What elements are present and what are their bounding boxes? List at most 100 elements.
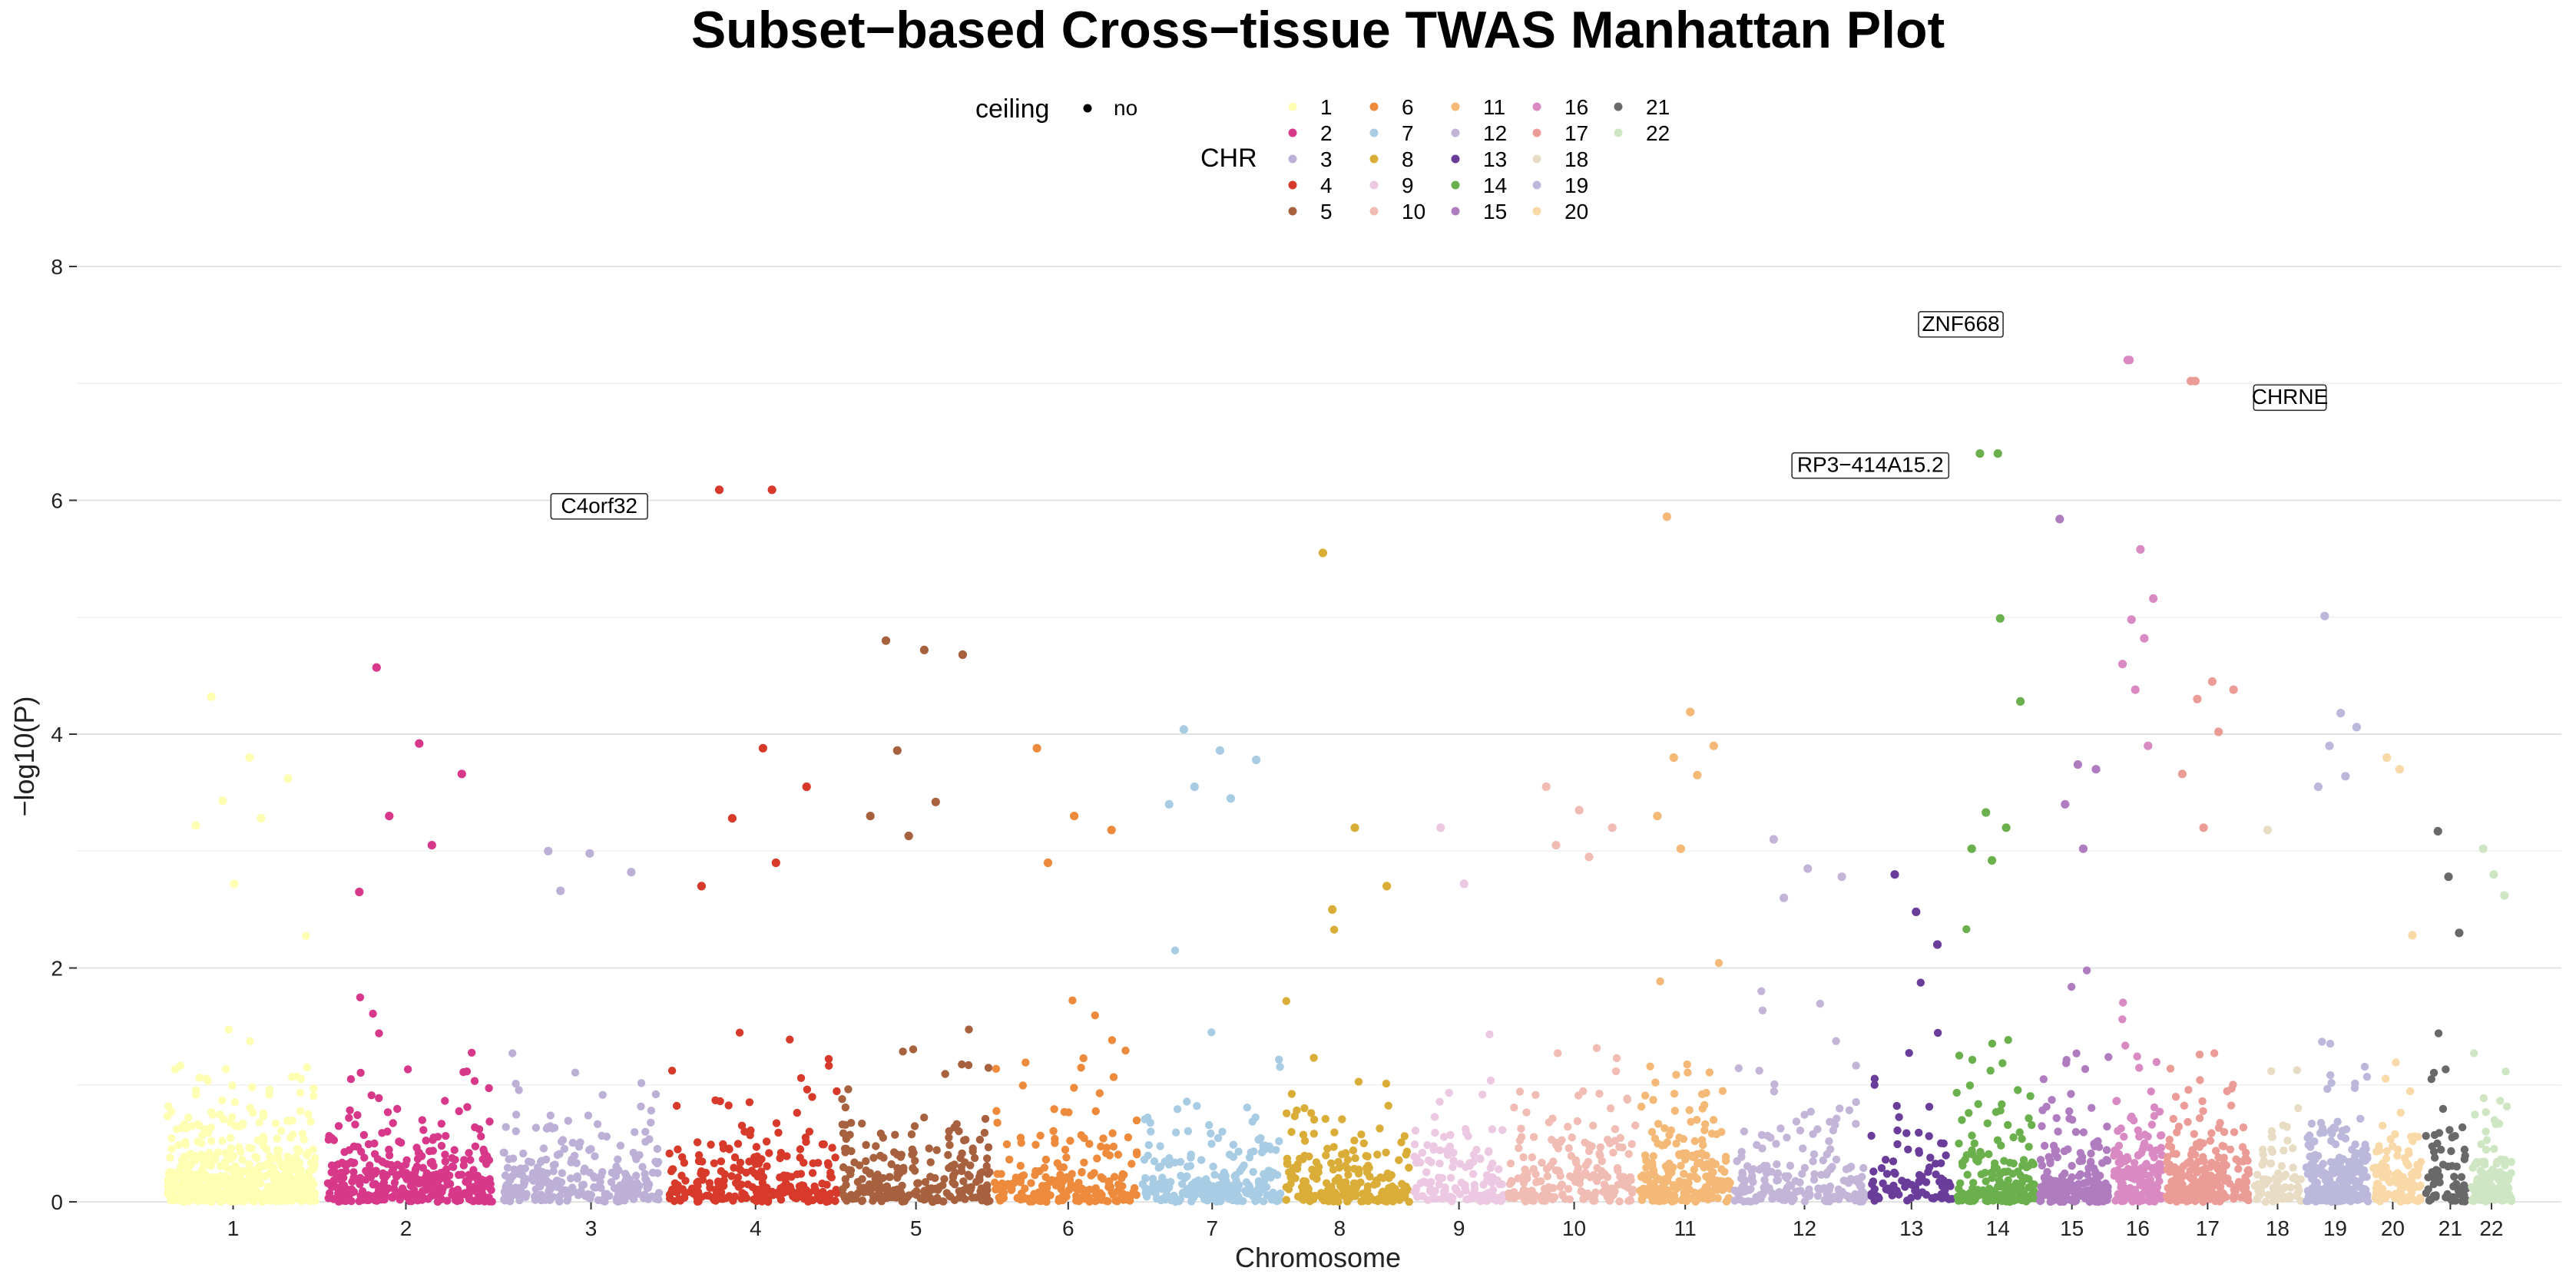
data-point xyxy=(2507,1195,2516,1204)
data-point xyxy=(2353,1149,2362,1158)
data-point xyxy=(2410,1196,2419,1204)
data-point xyxy=(814,1159,823,1167)
data-point-peak xyxy=(2395,765,2404,774)
data-point xyxy=(1176,1195,1184,1204)
data-point xyxy=(1384,1101,1392,1110)
data-point xyxy=(992,1185,1000,1194)
data-point xyxy=(295,1187,303,1196)
data-point xyxy=(718,1180,727,1188)
data-point xyxy=(194,1120,202,1129)
data-point xyxy=(1364,1161,1372,1170)
data-point xyxy=(255,1163,263,1173)
data-point xyxy=(1669,1181,1678,1190)
data-point xyxy=(545,1196,554,1205)
data-point xyxy=(236,1173,245,1183)
data-point xyxy=(932,1184,940,1193)
data-point xyxy=(942,1189,952,1197)
data-point xyxy=(2468,1163,2477,1172)
data-point xyxy=(2038,1106,2047,1115)
data-point xyxy=(188,1191,197,1200)
data-point xyxy=(2028,1158,2036,1167)
data-point xyxy=(786,1035,794,1044)
data-point xyxy=(1041,1155,1051,1164)
data-point xyxy=(1722,1197,1731,1206)
data-point xyxy=(462,1067,472,1076)
data-point xyxy=(2230,1128,2239,1137)
data-point xyxy=(1985,1150,1993,1159)
data-point xyxy=(1826,1182,1835,1191)
data-point-peak xyxy=(2455,928,2464,938)
data-point xyxy=(1532,1178,1541,1186)
data-point xyxy=(710,1196,719,1205)
data-point xyxy=(2008,1193,2016,1201)
data-point xyxy=(201,1190,210,1199)
data-point xyxy=(2238,1143,2247,1151)
data-point xyxy=(752,1185,760,1194)
data-point xyxy=(448,1162,456,1171)
data-point xyxy=(2068,1162,2076,1170)
data-point xyxy=(1589,1121,1598,1130)
data-point xyxy=(1144,1151,1152,1160)
data-point xyxy=(441,1157,449,1166)
data-point xyxy=(231,1162,240,1170)
data-point xyxy=(808,1093,816,1101)
data-point xyxy=(1614,1166,1622,1175)
data-point xyxy=(1952,1088,1961,1097)
data-point xyxy=(2403,1193,2412,1202)
data-point xyxy=(2048,1096,2056,1104)
data-point xyxy=(1077,1131,1086,1140)
data-point xyxy=(372,1167,380,1175)
data-point xyxy=(1825,1137,1833,1146)
data-point xyxy=(793,1170,802,1179)
data-point xyxy=(1111,1196,1120,1205)
data-point xyxy=(560,1144,569,1153)
data-point xyxy=(296,1074,306,1083)
chart-title: Subset−based Cross−tissue TWAS Manhattan… xyxy=(691,1,1945,59)
data-point xyxy=(1262,1183,1271,1191)
x-axis-label: Chromosome xyxy=(1235,1242,1401,1273)
annotated-peak-point xyxy=(2190,376,2200,386)
legend-chr-entry: 9 xyxy=(1402,174,1414,197)
data-point xyxy=(2303,1170,2312,1178)
data-point xyxy=(2166,1064,2175,1073)
data-point xyxy=(1376,1124,1384,1133)
data-point xyxy=(2119,998,2127,1007)
data-point xyxy=(1449,1157,1458,1165)
data-point xyxy=(1856,1196,1866,1205)
data-point xyxy=(593,1120,602,1129)
data-point xyxy=(2293,1175,2301,1184)
data-point xyxy=(2141,1178,2150,1187)
data-point xyxy=(856,1183,865,1193)
series-chr-22 xyxy=(2468,844,2516,1206)
data-point xyxy=(437,1141,446,1150)
data-point xyxy=(512,1127,520,1136)
data-point xyxy=(2025,1143,2033,1151)
data-point xyxy=(174,1141,183,1150)
data-point xyxy=(1462,1129,1471,1137)
data-point xyxy=(1699,1140,1707,1150)
data-point xyxy=(2201,1178,2210,1186)
x-tick-label-chr-10: 10 xyxy=(1562,1216,1586,1240)
legend-chr-key xyxy=(1288,128,1297,137)
data-point xyxy=(2184,1117,2192,1127)
data-point xyxy=(762,1137,771,1146)
data-point xyxy=(570,1151,579,1160)
data-point xyxy=(970,1153,979,1163)
data-point xyxy=(950,1160,959,1169)
data-point xyxy=(631,1189,639,1197)
legend-chr-entry: 16 xyxy=(1564,95,1588,119)
series-chr-6 xyxy=(991,743,1141,1206)
data-point xyxy=(840,1194,849,1203)
data-point xyxy=(1670,1090,1679,1098)
data-point xyxy=(693,1197,702,1206)
data-point xyxy=(1162,1190,1171,1200)
data-point xyxy=(303,1063,311,1072)
data-point xyxy=(1690,1137,1699,1146)
data-point xyxy=(1304,1189,1313,1197)
data-point xyxy=(2307,1120,2316,1128)
data-point xyxy=(2435,1129,2444,1137)
data-point xyxy=(2433,1139,2442,1148)
data-point xyxy=(436,1183,445,1192)
data-point xyxy=(1340,1190,1349,1198)
data-point xyxy=(866,1170,874,1178)
